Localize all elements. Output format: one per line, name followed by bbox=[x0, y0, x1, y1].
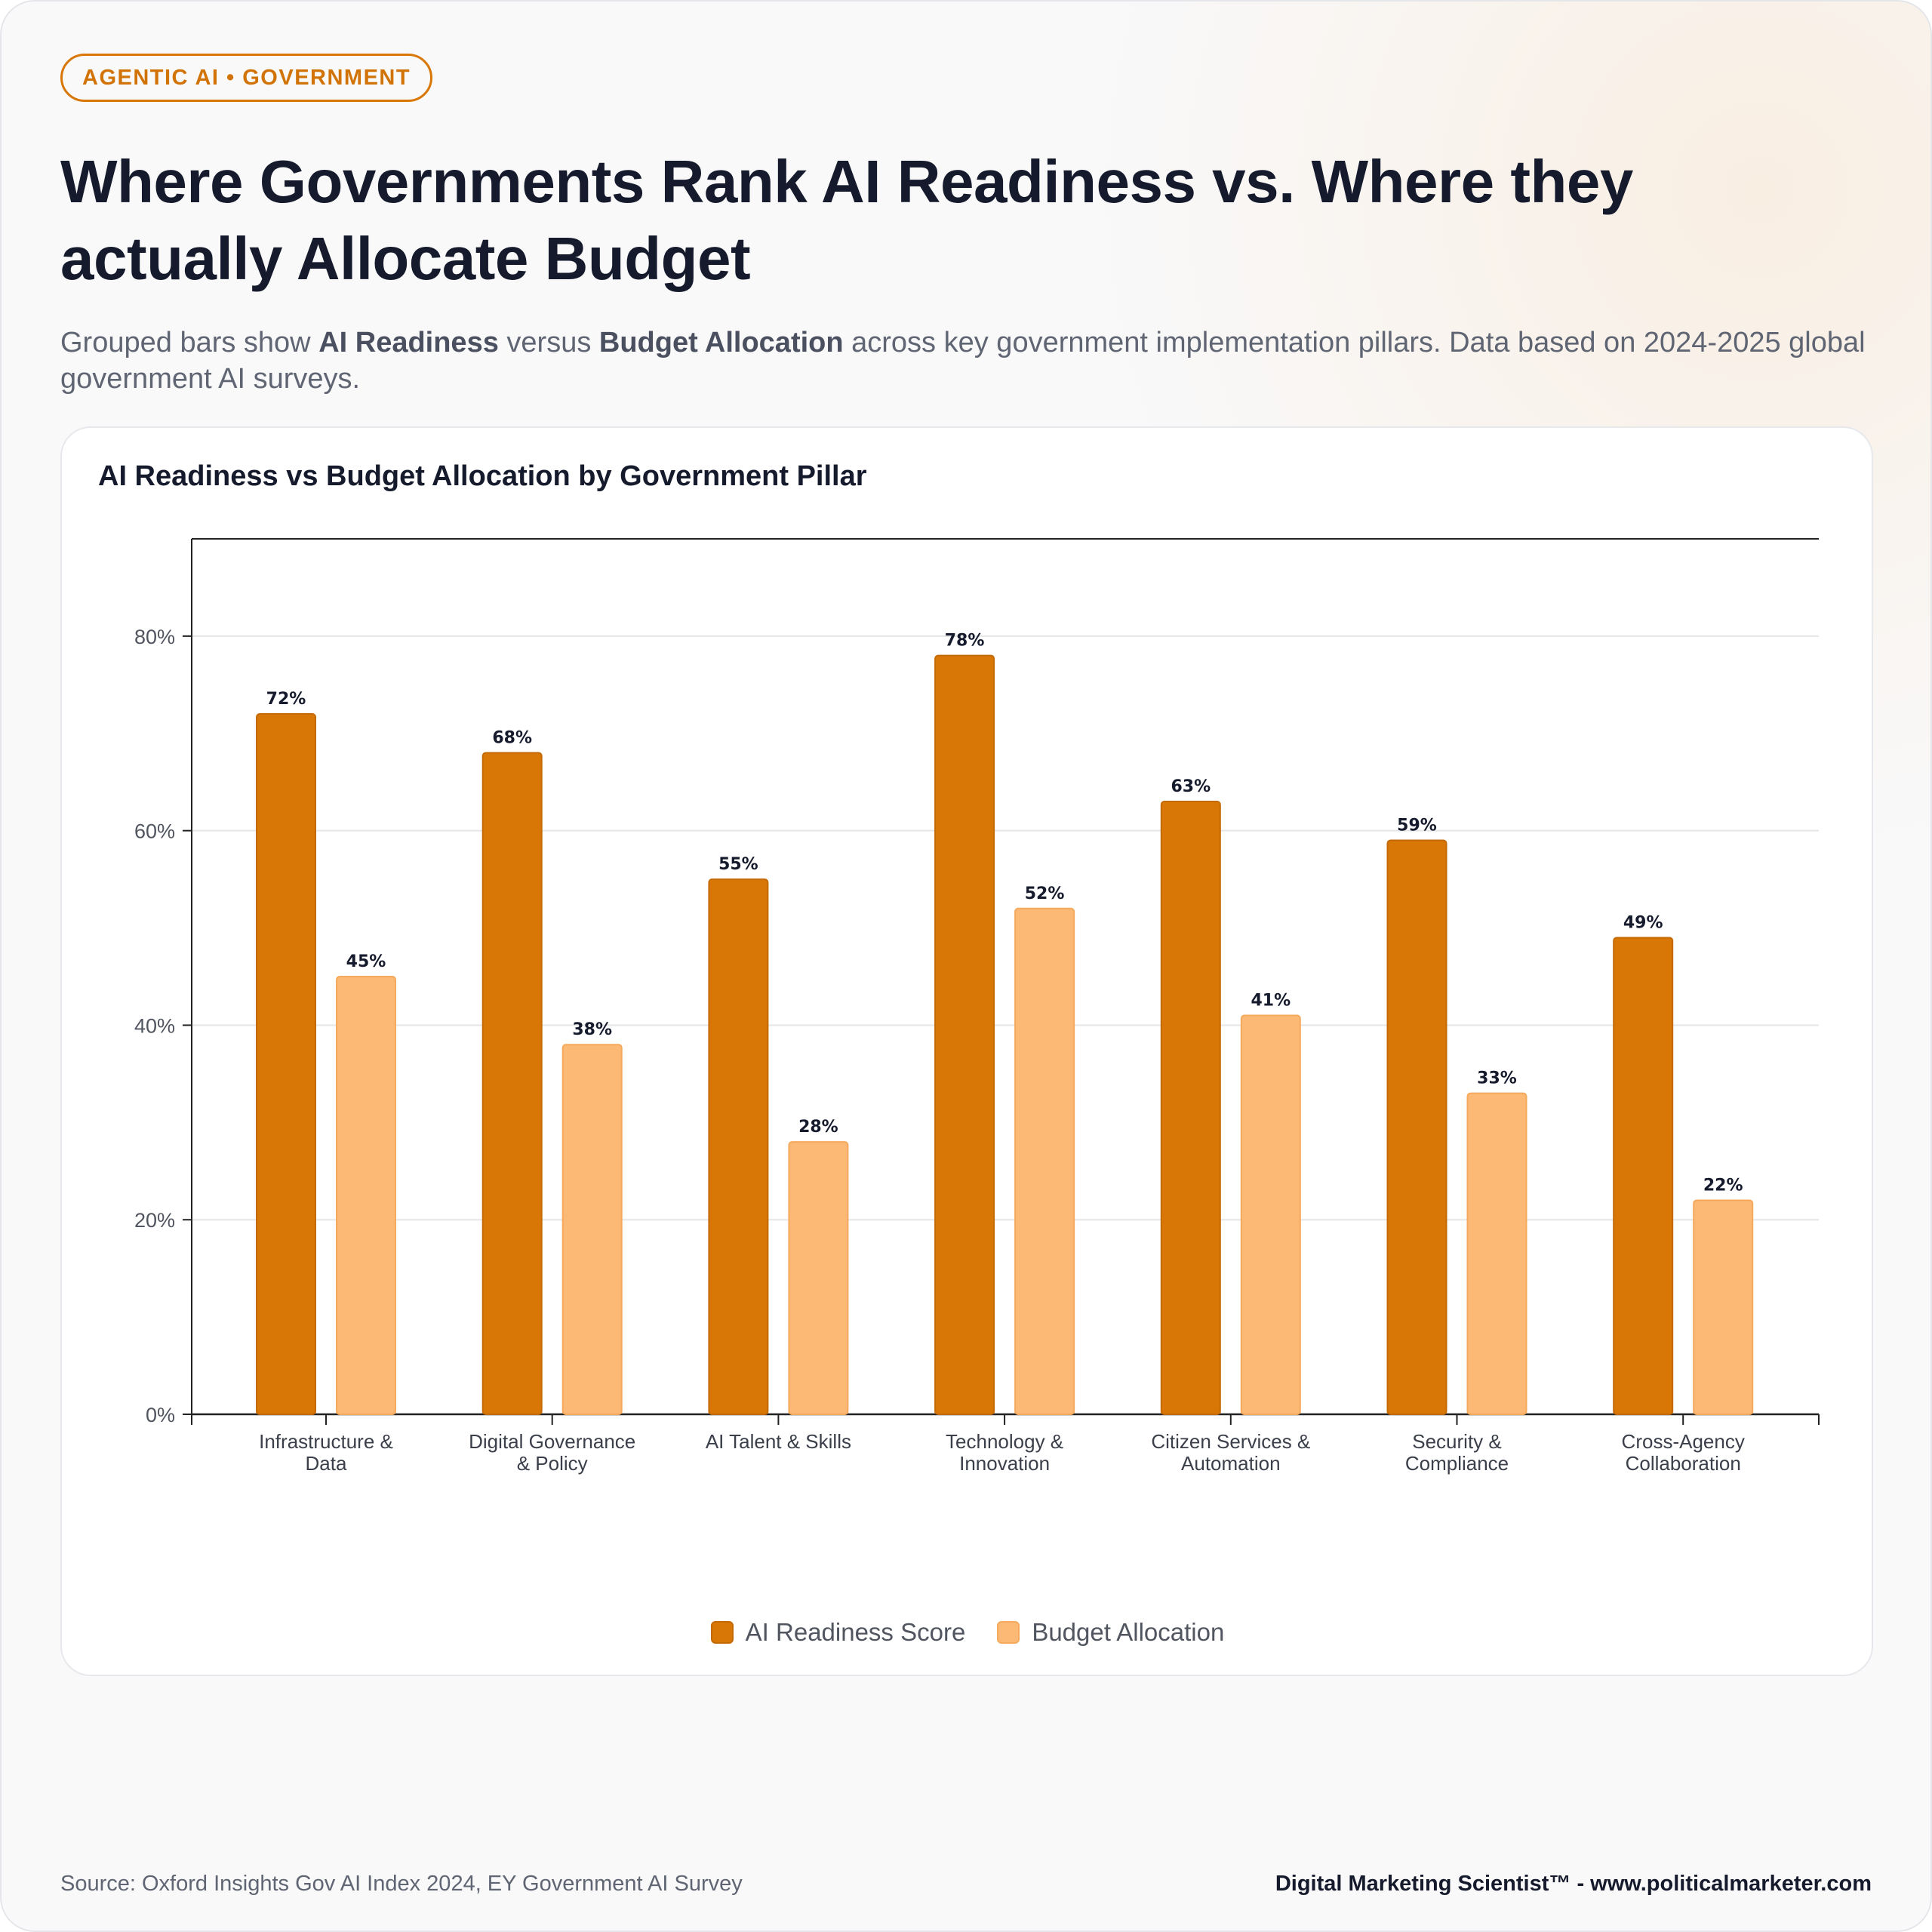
brand-credit: Digital Marketing Scientist™ - www.polit… bbox=[1275, 1872, 1872, 1896]
bar-readiness bbox=[256, 713, 316, 1415]
bar-budget bbox=[1240, 1014, 1301, 1415]
data-label: 49% bbox=[1623, 913, 1663, 932]
bar-readiness bbox=[1386, 839, 1447, 1415]
bar-budget bbox=[1466, 1092, 1527, 1415]
data-label: 68% bbox=[492, 729, 532, 748]
bar-budget bbox=[788, 1141, 849, 1415]
chart-title: AI Readiness vs Budget Allocation by Gov… bbox=[98, 460, 867, 492]
data-label: 22% bbox=[1703, 1176, 1743, 1195]
source-note: Source: Oxford Insights Gov AI Index 202… bbox=[60, 1872, 743, 1896]
legend-item-readiness: AI Readiness Score bbox=[710, 1618, 966, 1647]
y-tick-label: 40% bbox=[134, 1014, 175, 1037]
legend-item-budget: Budget Allocation bbox=[997, 1618, 1224, 1647]
legend-swatch-readiness bbox=[710, 1621, 734, 1644]
bar-budget bbox=[561, 1044, 623, 1415]
legend-label-budget: Budget Allocation bbox=[1032, 1618, 1225, 1646]
page-title: Where Governments Rank AI Readiness vs. … bbox=[60, 148, 1633, 292]
x-tick-label: Data bbox=[306, 1452, 347, 1475]
x-tick-label: Citizen Services & bbox=[1151, 1430, 1310, 1453]
bar-readiness bbox=[481, 752, 543, 1415]
x-tick-label: Compliance bbox=[1405, 1452, 1509, 1475]
legend-label-readiness: AI Readiness Score bbox=[745, 1618, 966, 1646]
bar-readiness bbox=[708, 878, 769, 1415]
x-tick-label: Digital Governance bbox=[469, 1430, 635, 1453]
bar-budget bbox=[1014, 907, 1075, 1416]
data-label: 28% bbox=[798, 1118, 838, 1137]
subtitle-strong-budget: Budget Allocation bbox=[598, 327, 844, 358]
x-tick-label: AI Talent & Skills bbox=[706, 1430, 851, 1453]
y-tick-label: 80% bbox=[134, 626, 175, 648]
bar-readiness bbox=[934, 654, 995, 1415]
bar-budget bbox=[1693, 1199, 1754, 1415]
y-tick-label: 0% bbox=[146, 1404, 175, 1426]
x-tick-label: Innovation bbox=[959, 1452, 1050, 1475]
data-label: 55% bbox=[718, 855, 758, 874]
x-tick-label: Infrastructure & bbox=[259, 1430, 393, 1453]
x-tick-label: Technology & bbox=[946, 1430, 1063, 1453]
x-tick-label: Security & bbox=[1412, 1430, 1502, 1453]
bar-budget bbox=[336, 976, 396, 1415]
category-tag: AGENTIC AI • GOVERNMENT bbox=[60, 54, 433, 102]
page-subtitle: Grouped bars show AI Readiness versus Bu… bbox=[60, 325, 1887, 397]
x-tick-label: & Policy bbox=[517, 1452, 588, 1475]
data-label: 33% bbox=[1477, 1069, 1517, 1088]
subtitle-strong-readiness: AI Readiness bbox=[318, 327, 499, 358]
chart-legend: AI Readiness Score Budget Allocation bbox=[2, 1618, 1930, 1647]
subtitle-suffix: across key government implementation pil… bbox=[60, 327, 1866, 395]
data-label: 45% bbox=[346, 952, 386, 971]
bar-readiness bbox=[1160, 801, 1221, 1415]
bar-readiness bbox=[1613, 937, 1674, 1415]
data-label: 52% bbox=[1025, 884, 1065, 903]
legend-swatch-budget bbox=[997, 1621, 1020, 1644]
subtitle-mid: versus bbox=[498, 327, 599, 358]
data-label: 63% bbox=[1171, 777, 1211, 796]
x-tick-label: Cross-Agency bbox=[1622, 1430, 1745, 1453]
data-label: 59% bbox=[1397, 817, 1437, 835]
x-tick-label: Collaboration bbox=[1626, 1452, 1741, 1475]
y-tick-label: 20% bbox=[134, 1209, 175, 1232]
data-label: 72% bbox=[266, 690, 306, 709]
x-tick-label: Automation bbox=[1181, 1452, 1281, 1475]
y-tick-label: 60% bbox=[134, 820, 175, 843]
data-label: 38% bbox=[572, 1020, 612, 1039]
subtitle-prefix: Grouped bars show bbox=[60, 327, 319, 358]
data-label: 41% bbox=[1251, 992, 1291, 1011]
data-label: 78% bbox=[945, 632, 985, 651]
